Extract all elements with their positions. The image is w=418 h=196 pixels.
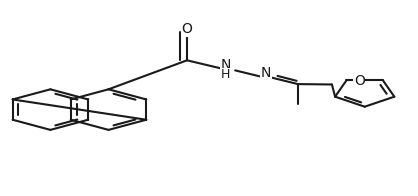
Text: O: O xyxy=(354,74,365,88)
Text: H: H xyxy=(221,68,230,81)
Text: N: N xyxy=(261,66,271,80)
Text: N: N xyxy=(220,58,231,72)
Text: O: O xyxy=(181,22,192,36)
